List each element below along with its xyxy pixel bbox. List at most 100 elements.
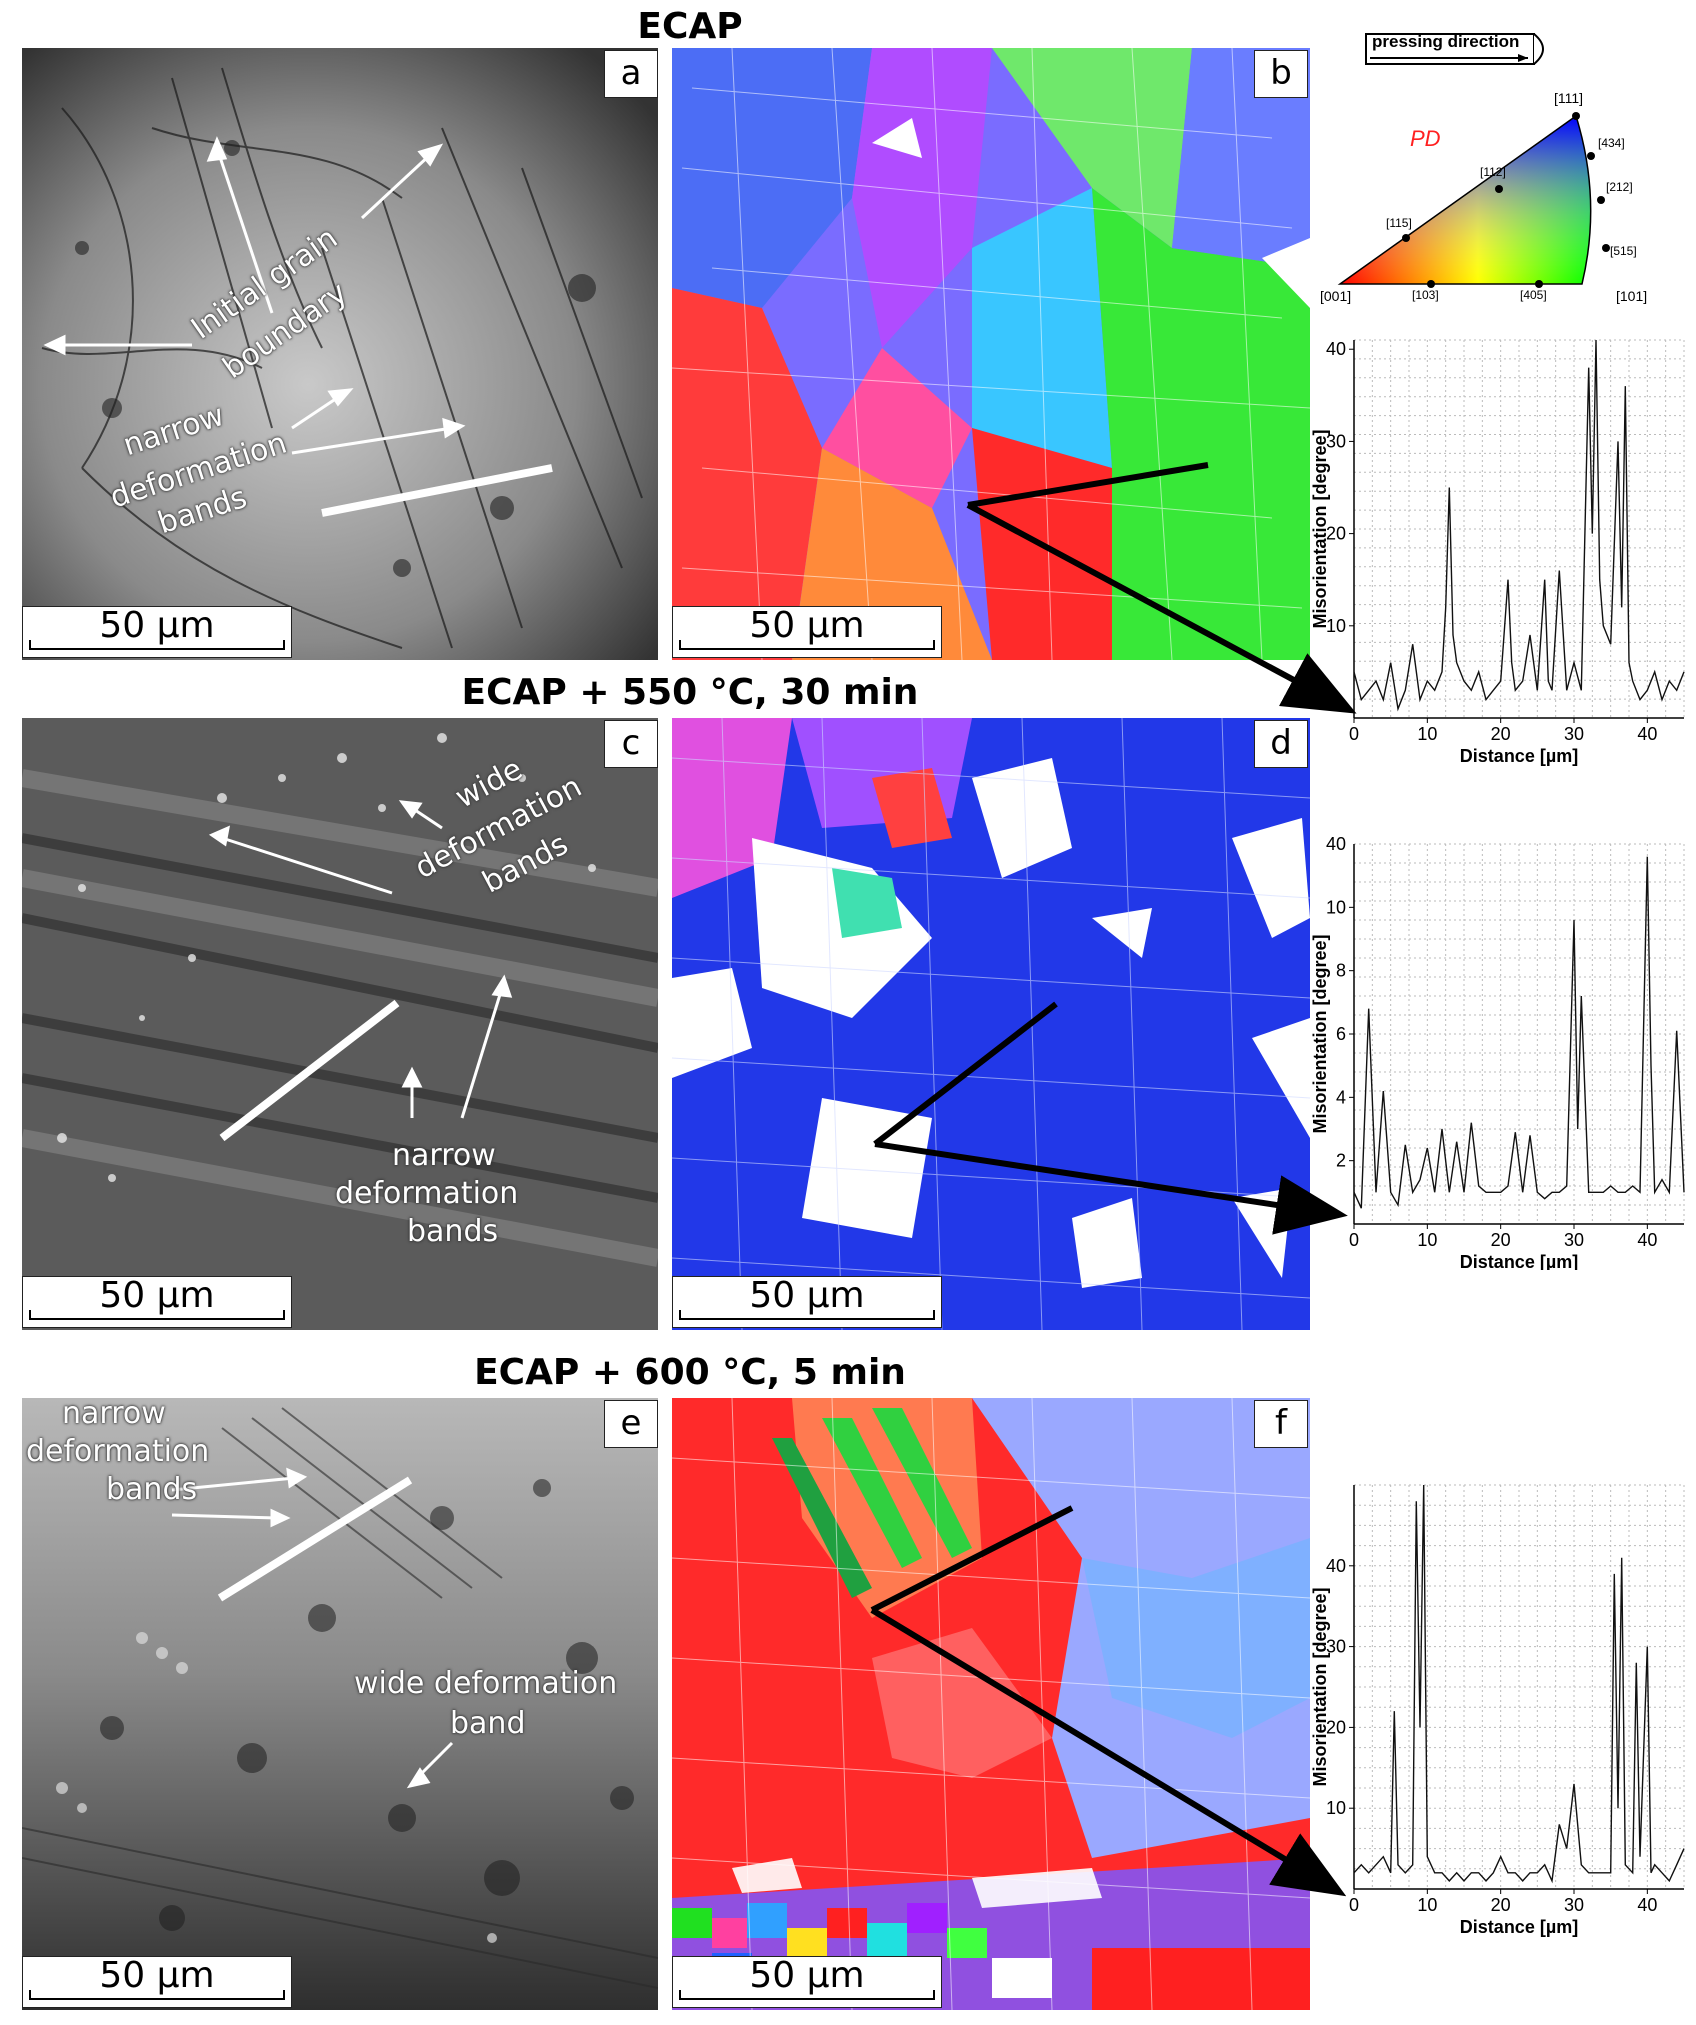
annotation-narrow-line3-e: bands [106,1472,198,1507]
y-tick-label: 10 [1326,616,1346,636]
y-tick-label: 40 [1326,1556,1346,1576]
y-tick-label: 2 [1336,1151,1346,1171]
scale-label-a: 50 µm [99,605,215,646]
micrograph-panel-c: c 50 µm wide deformation bands narrow de… [22,718,658,1330]
misorientation-series-line [1353,339,1685,712]
ebsd-map-panel-b: b 50 µm [672,48,1310,660]
section-title-ecap-550: ECAP + 550 °C, 30 min [461,672,919,713]
x-tick-label: 20 [1491,1895,1511,1915]
x-tick-label: 0 [1349,1895,1359,1915]
panel-letter-c: c [604,720,658,768]
x-tick-label: 30 [1564,1230,1584,1250]
x-tick-label: 10 [1417,1230,1437,1250]
ebsd-image-f [672,1398,1310,2010]
scale-label-d: 50 µm [749,1275,865,1316]
x-tick-label: 10 [1417,724,1437,744]
scale-bar-c: 50 µm [22,1276,292,1328]
y-axis-label: Misorientation [degree] [1310,934,1330,1133]
y-tick-label: 10 [1326,897,1346,917]
micrograph-image-a [22,48,658,660]
annotation-narrow-line1-c: narrow [392,1138,496,1173]
misorientation-chart-1: 0 10 20 30 40 10 20 30 40 Distance [µm] Misorienta… [1310,339,1685,766]
section-title-ecap-600: ECAP + 600 °C, 5 min [474,1352,906,1393]
y-tick-label: 10 [1326,1798,1346,1818]
misorientation-series-line [1353,856,1685,1209]
pole-112: [112] [1480,165,1506,179]
y-tick-label: 20 [1326,524,1346,544]
ebsd-image-b [672,48,1310,660]
scale-label-e: 50 µm [99,1955,215,1996]
pole-111: [111] [1554,90,1584,106]
y-tick-label-extra: 40 [1326,834,1346,854]
misorientation-series-line [1353,1484,1685,1884]
pressing-direction-label: pressing direction [1372,32,1520,51]
scale-line-f [679,1990,935,2000]
scale-bar-d: 50 µm [672,1276,942,1328]
pole-103: [103] [1412,288,1439,302]
annotation-wide-line1-e: wide deformation [354,1666,618,1701]
scale-line-c [29,1310,285,1320]
pd-label: PD [1410,126,1441,151]
scale-bar-e: 50 µm [22,1956,292,2008]
section-title-ecap: ECAP [637,6,743,47]
x-tick-label: 30 [1564,1895,1584,1915]
x-tick-label: 0 [1349,1230,1359,1250]
x-tick-label: 40 [1637,1895,1657,1915]
scale-line-a [29,640,285,650]
y-tick-label: 20 [1326,1717,1346,1737]
annotation-narrow-line3-c: bands [407,1214,499,1249]
x-tick-label: 40 [1637,724,1657,744]
ebsd-map-panel-d: d 50 µm [672,718,1310,1330]
scale-bar-b: 50 µm [672,606,942,658]
y-axis-label: Misorientation [degree] [1310,1587,1330,1786]
x-tick-label: 30 [1564,724,1584,744]
x-tick-label: 0 [1349,724,1359,744]
pole-001: [001] [1320,288,1352,304]
chart-grid [1353,1484,1685,1890]
pole-405: [405] [1520,288,1547,302]
x-axis-label: Distance [µm] [1460,1917,1578,1937]
ebsd-image-d [672,718,1310,1330]
pole-434: [434] [1598,136,1625,150]
annotation-narrow-line1-e: narrow [62,1398,166,1431]
ebsd-map-panel-f: f 50 µm [672,1398,1310,2010]
annotation-narrow-line2-c: deformation [335,1176,519,1211]
chart-grid [1353,339,1685,719]
y-tick-label: 30 [1326,1637,1346,1657]
scale-label-c: 50 µm [99,1275,215,1316]
y-tick-label: 6 [1336,1024,1346,1044]
scale-line-e [29,1990,285,2000]
panel-letter-e: e [604,1400,658,1448]
panel-letter-b: b [1254,50,1308,98]
pole-212: [212] [1606,180,1633,194]
misorientation-chart-3: 0 10 20 30 40 10 20 30 40 Distance [µm] Misorienta… [1310,1484,1685,1937]
pole-101: [101] [1616,288,1648,304]
panel-letter-a: a [604,50,658,98]
ipf-triangle-graphic [1337,33,1610,288]
y-tick-label: 40 [1326,339,1346,359]
pole-515: [515] [1610,244,1637,258]
micrograph-panel-e: e 50 µm narrow deformation bands wide de… [22,1398,658,2010]
y-tick-label: 4 [1336,1087,1346,1107]
annotation-wide-line2-e: band [450,1706,526,1741]
y-axis-label: Misorientation [degree] [1310,429,1330,628]
x-tick-label: 20 [1491,724,1511,744]
micrograph-image-c [22,718,658,1330]
micrograph-panel-a: a 50 µm Initial grain boundary narrow de… [22,48,658,660]
x-axis-label: Distance [µm] [1460,1252,1578,1270]
y-tick-label: 30 [1326,431,1346,451]
misorientation-chart-2: 0 10 20 30 40 2 4 6 8 10 40 Distance [µm] Misorienta… [1310,834,1685,1270]
ipf-legend: pressing direction PD [111] [434] [112] … [1320,30,1690,310]
scale-line-b [679,640,935,650]
scale-line-d [679,1310,935,1320]
panel-letter-f: f [1254,1400,1308,1448]
pole-115: [115] [1386,216,1412,230]
scale-bar-f: 50 µm [672,1956,942,2008]
scale-label-f: 50 µm [749,1955,865,1996]
x-tick-label: 20 [1491,1230,1511,1250]
y-tick-label: 8 [1336,961,1346,981]
x-tick-label: 40 [1637,1230,1657,1250]
scale-bar-a: 50 µm [22,606,292,658]
x-axis-label: Distance [µm] [1460,746,1578,766]
x-tick-label: 10 [1417,1895,1437,1915]
